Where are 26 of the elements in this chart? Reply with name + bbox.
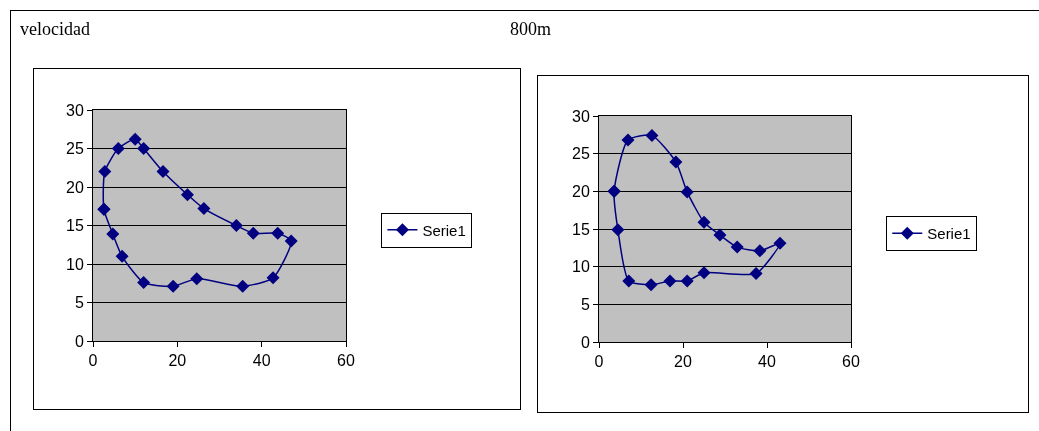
y-tick-label: 0 xyxy=(74,332,84,350)
y-tick-label: 20 xyxy=(572,182,590,200)
legend-label: Serie1 xyxy=(927,225,971,243)
y-tick-label: 15 xyxy=(572,220,590,238)
x-tick-label: 60 xyxy=(842,353,860,371)
y-tick-label: 25 xyxy=(572,145,590,163)
x-tick-label: 0 xyxy=(88,352,98,370)
x-tick-label: 40 xyxy=(758,353,776,371)
y-tick-label: 5 xyxy=(580,295,590,313)
x-tick-label: 0 xyxy=(594,353,604,371)
y-tick-label: 25 xyxy=(66,140,84,158)
y-tick-label: 30 xyxy=(572,107,590,125)
y-tick-label: 10 xyxy=(66,255,84,273)
x-tick-label: 20 xyxy=(168,352,187,370)
y-tick-label: 30 xyxy=(66,101,84,119)
x-tick-label: 40 xyxy=(252,352,271,370)
y-tick-label: 5 xyxy=(74,294,84,312)
y-tick-label: 0 xyxy=(580,333,590,351)
legend-label: Serie1 xyxy=(422,221,466,239)
chart-title: 800m xyxy=(510,19,552,40)
x-tick-label: 20 xyxy=(674,353,692,371)
y-tick-label: 15 xyxy=(66,217,84,235)
chart-title: velocidad xyxy=(20,19,90,40)
y-tick-label: 20 xyxy=(66,178,84,196)
y-tick-label: 10 xyxy=(572,258,590,276)
x-tick-label: 60 xyxy=(337,352,355,370)
